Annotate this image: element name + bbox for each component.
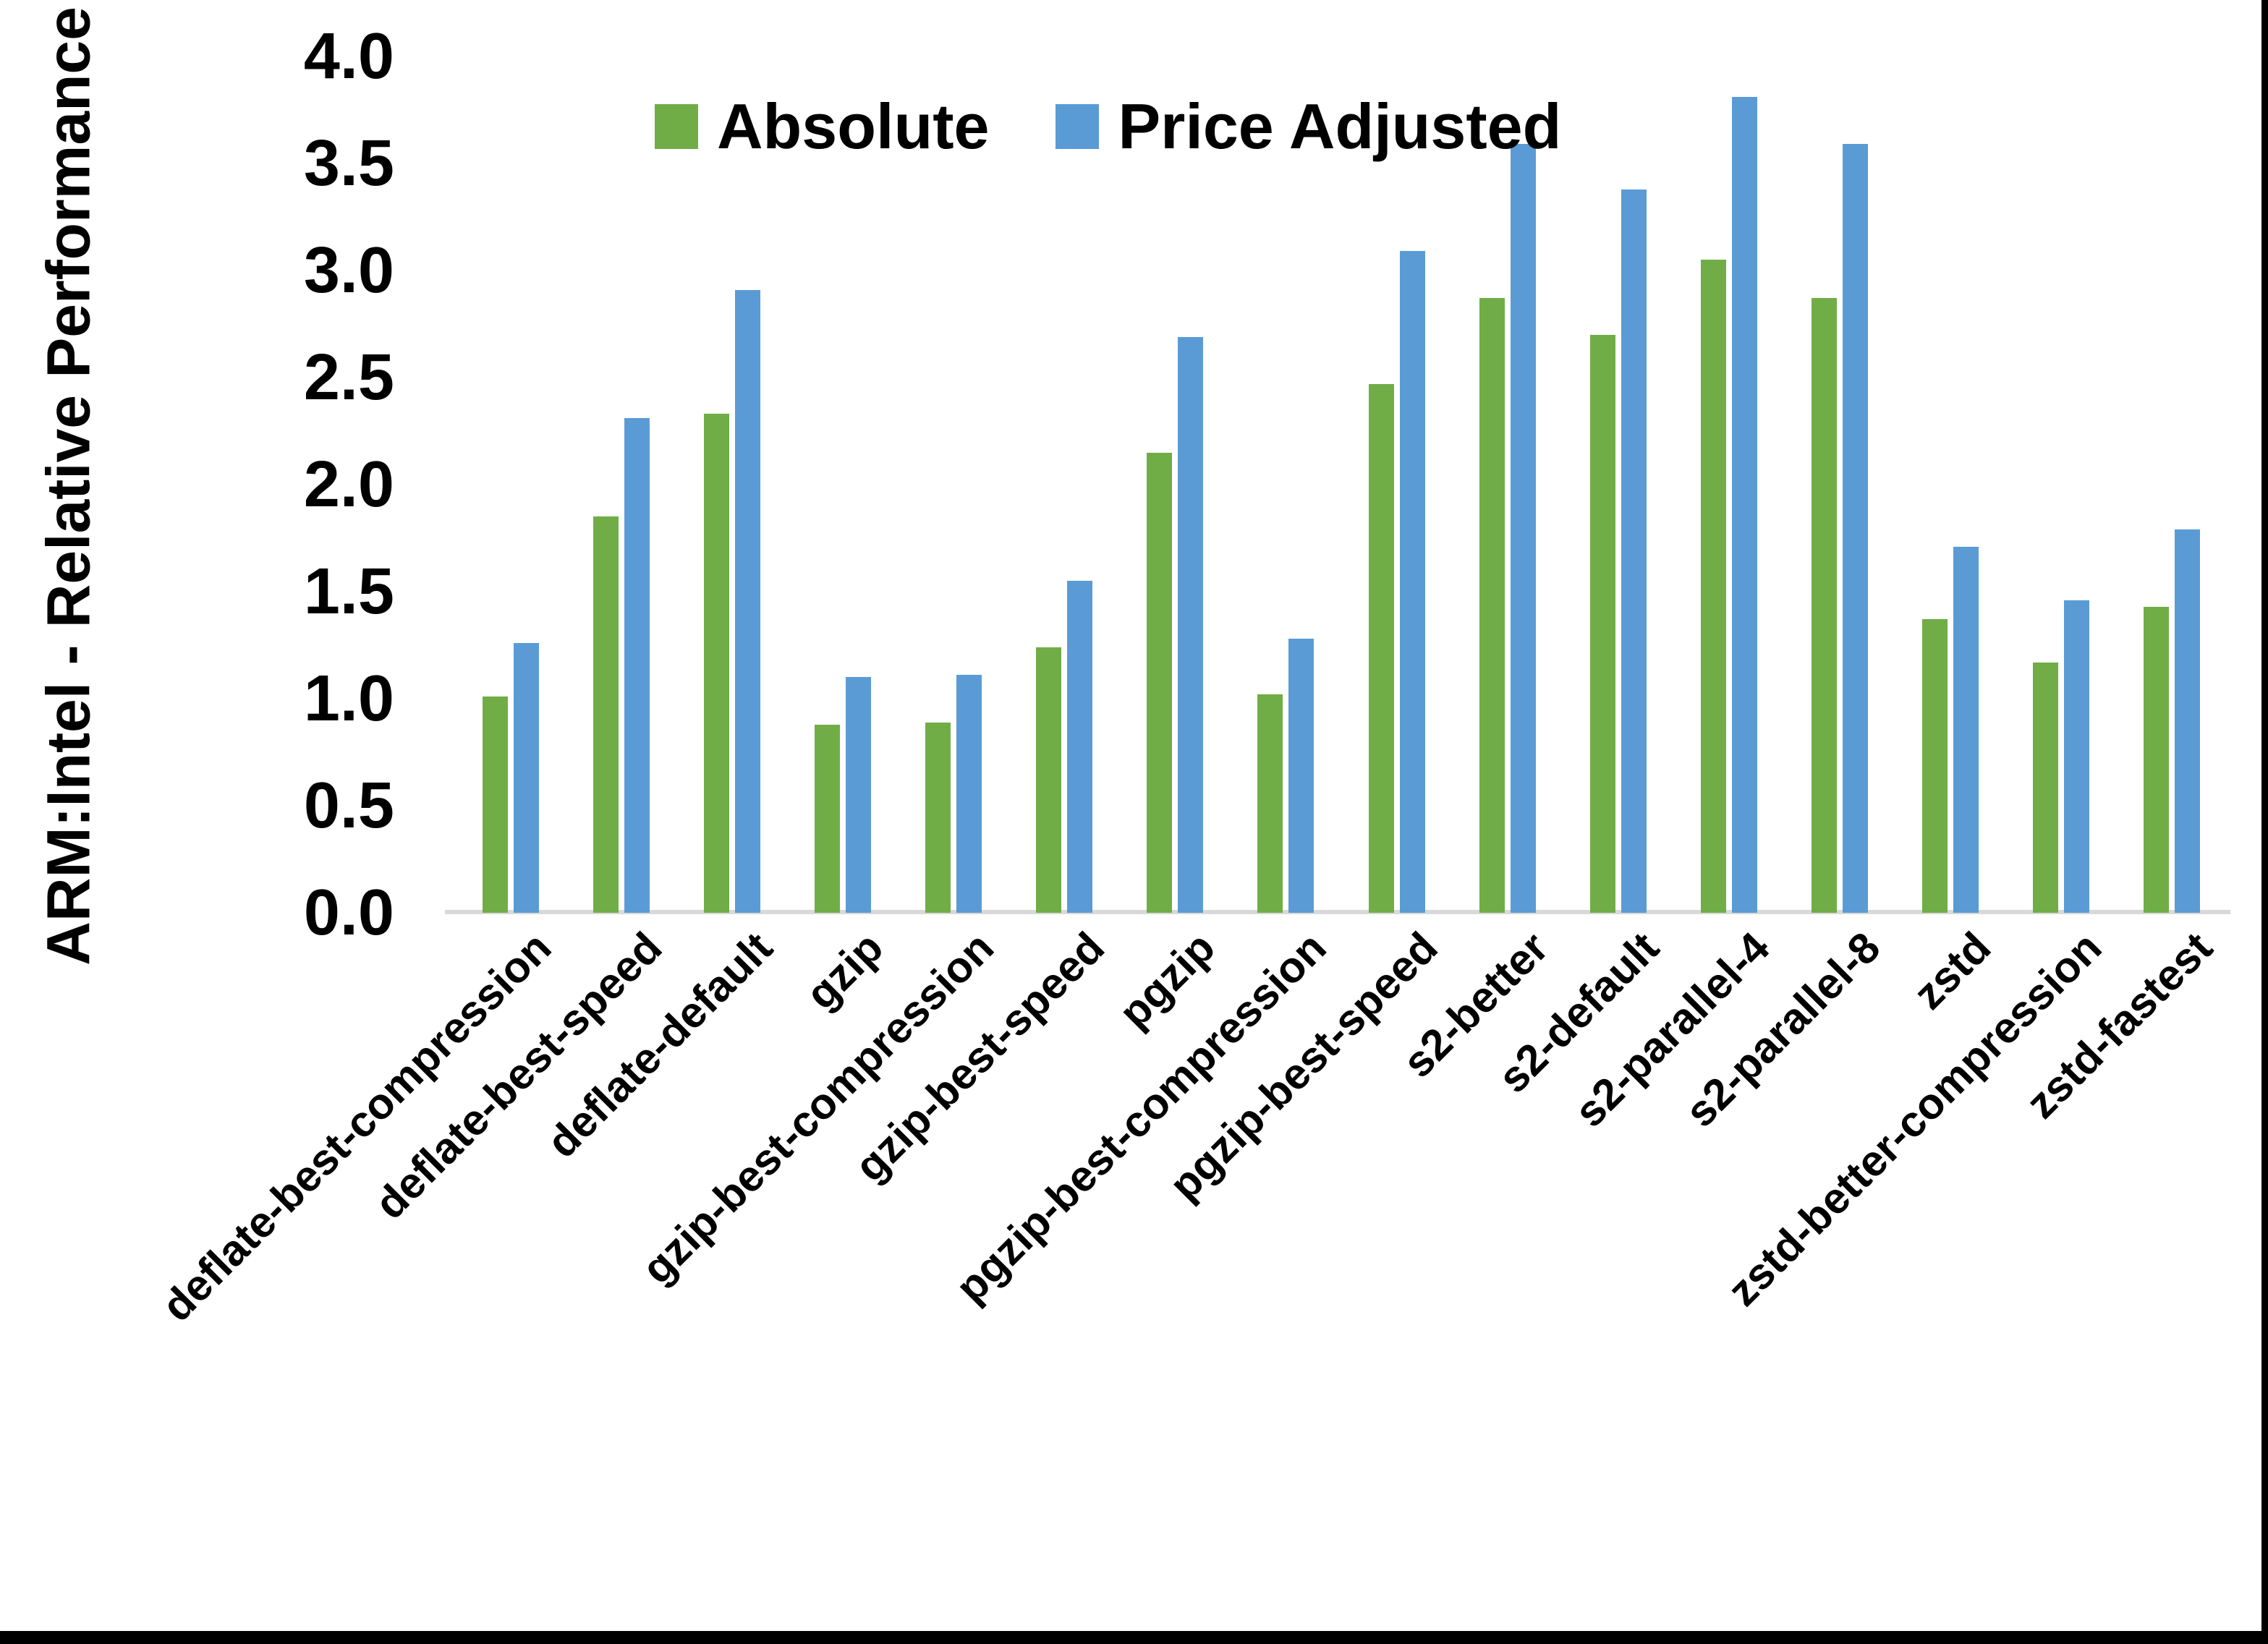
bar-price-adjusted-gzip-best-speed — [1067, 581, 1092, 913]
y-tick-3.5: 3.5 — [303, 127, 394, 200]
bar-absolute-s2-default — [1590, 335, 1615, 913]
bar-price-adjusted-s2-parallel-4 — [1732, 97, 1757, 913]
bar-absolute-zstd — [1922, 619, 1948, 913]
bar-price-adjusted-zstd — [1953, 547, 1979, 913]
bar-absolute-zstd-fastest — [2144, 607, 2169, 913]
y-tick-3.0: 3.0 — [303, 234, 394, 307]
x-label-zstd-fastest: zstd-fastest — [2016, 922, 2222, 1128]
bar-absolute-deflate-default — [704, 414, 729, 913]
legend-swatch-price-adjusted — [1056, 104, 1100, 149]
y-tick-1.0: 1.0 — [303, 663, 394, 735]
legend-item-price-adjusted: Price Adjusted — [1056, 90, 1561, 163]
bar-price-adjusted-s2-better — [1511, 144, 1536, 913]
legend: Absolute Price Adjusted — [655, 90, 1561, 163]
bar-price-adjusted-s2-default — [1621, 189, 1647, 913]
y-tick-2.5: 2.5 — [303, 341, 394, 414]
bar-absolute-gzip-best-speed — [1036, 647, 1061, 913]
bar-price-adjusted-deflate-default — [735, 290, 760, 913]
bar-price-adjusted-pgzip — [1178, 337, 1203, 913]
bar-price-adjusted-deflate-best-speed — [624, 418, 650, 913]
bar-price-adjusted-zstd-better-compression — [2064, 600, 2089, 913]
frame-border-right — [2261, 0, 2268, 1644]
bar-absolute-s2-better — [1479, 298, 1505, 913]
y-tick-2.0: 2.0 — [303, 448, 394, 521]
legend-label-absolute: Absolute — [717, 90, 990, 162]
bar-price-adjusted-gzip — [846, 677, 871, 913]
bar-price-adjusted-zstd-fastest — [2175, 529, 2200, 913]
bar-absolute-pgzip-best-speed — [1369, 384, 1394, 913]
bar-absolute-gzip-best-compression — [925, 723, 951, 913]
bar-price-adjusted-gzip-best-compression — [956, 675, 982, 913]
y-tick-0.0: 0.0 — [303, 877, 394, 949]
legend-item-absolute: Absolute — [655, 90, 989, 163]
frame-border-bottom — [0, 1631, 2268, 1644]
bar-price-adjusted-pgzip-best-compression — [1288, 639, 1314, 913]
bar-absolute-pgzip — [1147, 453, 1172, 913]
bar-absolute-pgzip-best-compression — [1257, 694, 1283, 913]
bar-absolute-gzip — [815, 725, 840, 913]
legend-swatch-absolute — [655, 104, 698, 149]
y-tick-1.5: 1.5 — [303, 555, 394, 628]
bar-price-adjusted-pgzip-best-speed — [1400, 251, 1425, 913]
y-tick-4.0: 4.0 — [303, 20, 394, 93]
bar-absolute-s2-parallel-8 — [1812, 298, 1837, 913]
x-axis-baseline — [445, 910, 2230, 914]
bar-absolute-zstd-better-compression — [2033, 663, 2058, 913]
y-tick-0.5: 0.5 — [303, 770, 394, 842]
bar-price-adjusted-deflate-best-compression — [514, 643, 539, 913]
bar-absolute-s2-parallel-4 — [1701, 260, 1726, 913]
legend-label-price-adjusted: Price Adjusted — [1118, 90, 1562, 162]
bar-absolute-deflate-best-compression — [483, 697, 508, 913]
bar-absolute-deflate-best-speed — [593, 516, 619, 913]
bar-price-adjusted-s2-parallel-8 — [1843, 144, 1868, 913]
